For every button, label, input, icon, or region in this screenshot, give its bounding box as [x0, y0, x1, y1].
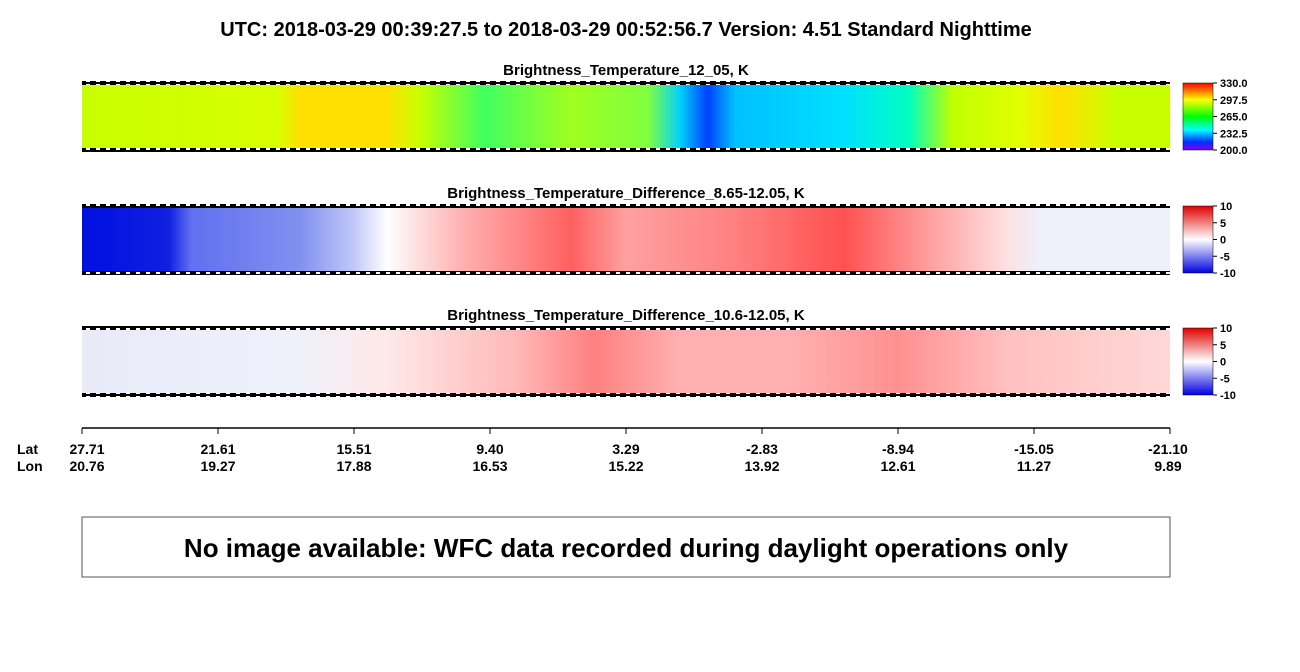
- panels: Brightness_Temperature_12_05, K 330.0 297.…: [82, 62, 1248, 402]
- strip-border-top: [82, 81, 1170, 85]
- colorbar-tick-label: 10: [1220, 201, 1232, 213]
- notice-box: [81, 516, 1171, 578]
- lat-tick-label: 27.71: [69, 441, 104, 457]
- strip-border-bottom: [82, 271, 1170, 275]
- panel-title: Brightness_Temperature_Difference_8.65-1…: [447, 185, 805, 202]
- lat-tick-label: 15.51: [336, 441, 371, 457]
- lon-tick-label: 17.88: [336, 458, 371, 474]
- colorbar: [1182, 82, 1214, 151]
- lon-tick-label: 12.61: [880, 458, 915, 474]
- colorbar-tick-label: 265.0: [1220, 112, 1248, 124]
- colorbar-tick-label: 5: [1220, 218, 1226, 230]
- panel-title: Brightness_Temperature_Difference_10.6-1…: [447, 307, 805, 324]
- colorbar-tick-label: -5: [1220, 373, 1230, 385]
- lat-tick-label: -15.05: [1014, 441, 1054, 457]
- colorbar-tick-label: 0: [1220, 235, 1226, 247]
- lat-tick-label: -21.10: [1148, 441, 1188, 457]
- image-strip: [82, 206, 1170, 273]
- colorbar-tick-label: -10: [1220, 268, 1236, 280]
- colorbar-tick-label: 232.5: [1220, 128, 1248, 140]
- lon-tick-label: 11.27: [1017, 458, 1051, 474]
- lon-label: Lon: [17, 458, 43, 474]
- lat-tick-label: -2.83: [746, 441, 778, 457]
- lon-tick-label: 19.27: [200, 458, 235, 474]
- strip-border-bottom: [82, 148, 1170, 152]
- lon-tick-label: 13.92: [744, 458, 779, 474]
- strip-border-top: [82, 204, 1170, 208]
- colorbar-tick-label: 5: [1220, 340, 1226, 352]
- lon-tick-label: 15.22: [608, 458, 643, 474]
- colorbar: [1182, 205, 1214, 274]
- lon-tick-label: 20.76: [69, 458, 104, 474]
- colorbar-tick-label: 297.5: [1220, 95, 1248, 107]
- strip-border-bottom: [82, 393, 1170, 397]
- lat-tick-label: 3.29: [612, 441, 639, 457]
- notice: No image available: WFC data recorded du…: [184, 533, 1069, 563]
- lon-tick-label: 16.53: [472, 458, 507, 474]
- colorbar-tick-label: 10: [1220, 323, 1232, 335]
- lon-tick-label: 9.89: [1154, 458, 1181, 474]
- lat-tick-label: -8.94: [882, 441, 914, 457]
- colorbar-tick-label: 200.0: [1220, 145, 1248, 157]
- image-strip: [82, 83, 1170, 150]
- colorbar-tick-label: 0: [1220, 357, 1226, 369]
- image-strip: [82, 328, 1170, 395]
- strip-border-top: [82, 326, 1170, 330]
- colorbar-tick-label: 330.0: [1220, 78, 1248, 90]
- lat-label: Lat: [17, 441, 38, 457]
- colorbar-tick-label: -5: [1220, 251, 1230, 263]
- page-title: UTC: 2018-03-29 00:39:27.5 to 2018-03-29…: [220, 19, 1031, 41]
- lat-tick-label: 21.61: [200, 441, 235, 457]
- colorbar: [1182, 327, 1214, 396]
- lat-tick-label: 9.40: [476, 441, 503, 457]
- panel-title: Brightness_Temperature_12_05, K: [503, 62, 749, 79]
- colorbar-tick-label: -10: [1220, 390, 1236, 402]
